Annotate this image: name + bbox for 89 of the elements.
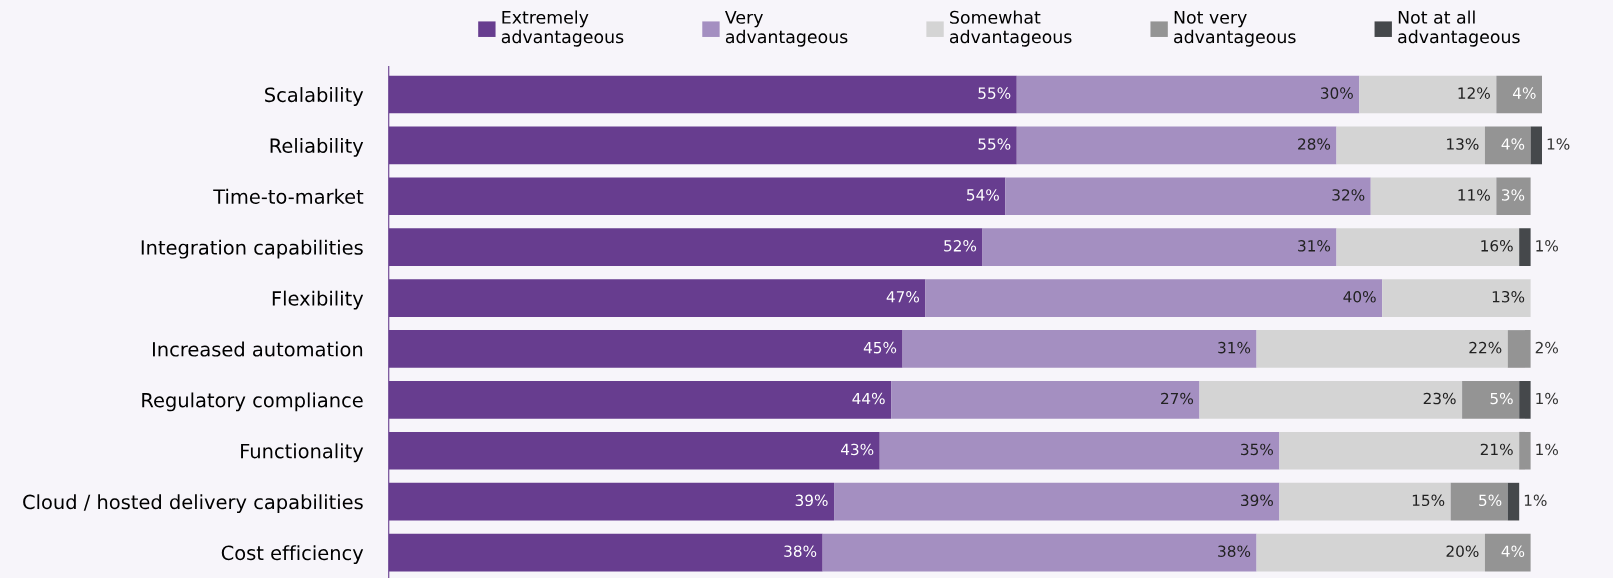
data-label: 1% <box>1524 494 1547 507</box>
bar <box>1336 126 1485 165</box>
data-label: 2% <box>1535 341 1558 354</box>
bar <box>1507 330 1531 368</box>
legend-label: Somewhat advantageous <box>949 10 1072 47</box>
data-label: 5% <box>1479 494 1502 507</box>
bar <box>1519 431 1531 470</box>
bar <box>1256 330 1508 368</box>
data-label: 30% <box>1320 87 1353 99</box>
legend-label: Very advantageous <box>724 10 848 47</box>
data-label: 31% <box>1218 341 1251 354</box>
bar <box>1382 279 1531 317</box>
bar <box>1462 381 1520 419</box>
data-label: 54% <box>967 189 999 201</box>
y-tick-label: Reliability <box>270 137 364 157</box>
legend-label: Extremely advantageous <box>501 10 624 47</box>
bar <box>1016 126 1337 165</box>
data-label: 32% <box>1332 189 1365 201</box>
bar <box>902 330 1257 368</box>
data-label: 21% <box>1480 443 1513 456</box>
bar <box>1336 228 1520 266</box>
data-label: 1% <box>1536 392 1558 405</box>
bar <box>1484 533 1531 572</box>
bar <box>822 533 1257 572</box>
data-label: 12% <box>1458 87 1490 99</box>
bar <box>1279 482 1451 521</box>
data-label: 22% <box>1469 341 1502 354</box>
data-label: 4% <box>1501 138 1525 150</box>
y-tick-label: Flexibility <box>272 290 364 310</box>
data-label: 4% <box>1501 545 1525 557</box>
bar <box>982 228 1337 266</box>
bar <box>834 482 1280 521</box>
data-label: 13% <box>1447 138 1479 150</box>
data-label: 28% <box>1298 138 1331 150</box>
data-label: 52% <box>944 240 977 252</box>
data-label: 27% <box>1161 392 1194 405</box>
legend-label: Not at all advantageous <box>1398 10 1520 47</box>
data-label: 38% <box>1218 545 1251 557</box>
data-label: 47% <box>886 290 920 303</box>
bar <box>1256 533 1485 572</box>
bar <box>1359 75 1497 114</box>
data-label: 55% <box>978 87 1011 99</box>
data-label: 55% <box>978 138 1011 150</box>
data-label: 23% <box>1423 392 1456 405</box>
data-label: 31% <box>1298 240 1331 252</box>
y-tick-label: Regulatory compliance <box>142 392 363 412</box>
data-label: 40% <box>1343 290 1376 303</box>
y-tick-label: Functionality <box>241 443 364 463</box>
bar <box>1016 75 1360 114</box>
bar <box>1519 381 1531 419</box>
bar <box>879 431 1280 470</box>
bar <box>1279 431 1520 470</box>
legend-label: Not very advantageous <box>1174 10 1296 47</box>
bar <box>1496 177 1531 216</box>
data-label: 35% <box>1241 443 1273 456</box>
y-tick-label: Cost efficiency <box>221 545 364 564</box>
data-label: 44% <box>852 392 885 405</box>
data-label: 15% <box>1412 494 1445 507</box>
bar <box>1484 126 1531 165</box>
data-label: 1% <box>1547 138 1570 150</box>
y-tick-label: Increased automation <box>152 341 363 357</box>
bar <box>1519 228 1531 266</box>
bar <box>925 279 1383 317</box>
bar <box>1005 177 1371 216</box>
data-label: 43% <box>840 443 874 456</box>
y-tick-label: Time-to-market <box>213 188 364 204</box>
data-label: 11% <box>1458 189 1490 201</box>
data-label: 39% <box>1241 494 1273 507</box>
y-tick-label: Integration capabilities <box>141 239 363 259</box>
bar <box>891 381 1200 419</box>
y-tick-label: Scalability <box>265 87 364 106</box>
bar <box>1507 482 1520 521</box>
data-label: 39% <box>795 494 828 507</box>
bar <box>1496 75 1543 114</box>
data-label: 5% <box>1490 392 1513 405</box>
y-tick-label: Cloud / hosted delivery capabilities <box>23 494 363 514</box>
data-label: 13% <box>1492 290 1525 303</box>
data-label: 3% <box>1501 189 1525 201</box>
data-label: 1% <box>1536 443 1558 456</box>
data-label: 38% <box>784 545 817 557</box>
bar <box>1530 126 1543 165</box>
bar <box>1450 482 1508 521</box>
bar <box>1370 177 1497 216</box>
data-label: 16% <box>1481 240 1513 252</box>
data-label: 45% <box>863 341 897 354</box>
data-label: 20% <box>1446 545 1479 557</box>
data-label: 1% <box>1536 240 1558 252</box>
bar <box>1199 381 1463 419</box>
data-label: 4% <box>1512 87 1536 99</box>
